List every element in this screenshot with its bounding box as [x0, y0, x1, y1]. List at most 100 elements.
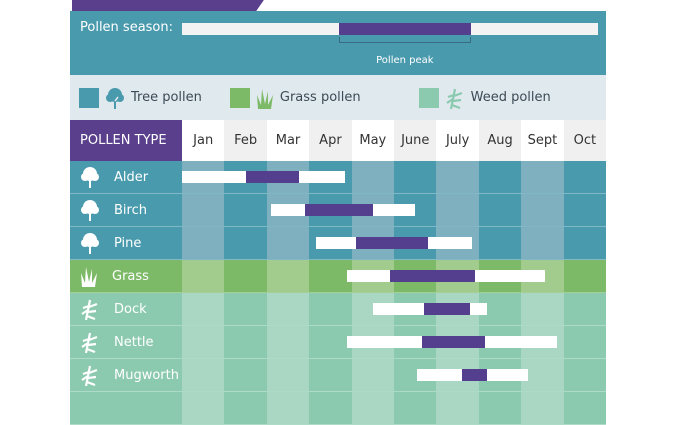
month-cell: [182, 326, 225, 358]
month-cell: [351, 161, 395, 193]
month-cell: [351, 392, 395, 424]
month-cell: [266, 227, 310, 259]
month-cell: [309, 392, 352, 424]
pollen-row: [70, 392, 607, 425]
month-cell: [309, 359, 352, 391]
pollen-type-label: Alder: [70, 161, 182, 193]
month-cell: [224, 293, 267, 325]
month-cell: [521, 359, 564, 391]
month-cell: [266, 260, 310, 292]
weed-icon: [81, 332, 98, 353]
month-header: Jan: [182, 120, 225, 161]
pollen-name: Dock: [114, 301, 147, 317]
month-cell: [563, 293, 607, 325]
tree-swatch: [79, 87, 99, 108]
pollen-name: Mugworth: [114, 367, 179, 383]
peak-bar: [389, 270, 475, 282]
pollen-row: Pine: [70, 227, 607, 260]
month-header: Aug: [478, 120, 522, 161]
season-peak-bar: [339, 23, 471, 35]
month-cell: [563, 359, 607, 391]
table-header: POLLEN TYPE Jan Feb Mar Apr May June July Aug Se…: [70, 120, 607, 161]
peak-bracket: [339, 37, 471, 43]
pollen-type-label: Nettle: [70, 326, 182, 358]
month-cell: [182, 260, 225, 292]
month-cell: [182, 359, 225, 391]
tree-icon: [81, 200, 99, 221]
pollen-name: Pine: [114, 235, 142, 251]
season-bar: [182, 171, 346, 183]
pollen-row: Birch: [70, 194, 607, 227]
month-cell: [563, 260, 607, 292]
month-cell: [182, 194, 225, 226]
season-bar: [417, 369, 528, 381]
weed-icon: [81, 299, 98, 320]
month-cell: [182, 293, 225, 325]
pollen-name: Nettle: [114, 334, 154, 350]
legend-label: Weed pollen: [470, 90, 551, 105]
legend: Tree pollen Grass pollen Weed pollen: [70, 75, 606, 120]
pollen-season-key: Pollen season: Pollen peak: [70, 11, 606, 75]
legend-tree: Tree pollen: [79, 87, 202, 109]
peak-bar: [421, 336, 486, 348]
month-cell: [436, 161, 479, 193]
pollen-row: Nettle: [70, 326, 607, 359]
month-cell: [266, 392, 310, 424]
pollen-type-label: Pine: [70, 227, 182, 259]
month-cell: [521, 194, 564, 226]
title-tab: [72, 0, 268, 11]
month-cell: [182, 227, 225, 259]
month-cell: [309, 293, 352, 325]
month-cell: [563, 194, 607, 226]
pollen-type-label: Grass: [70, 260, 182, 292]
season-bar: [347, 336, 558, 348]
month-cell: [563, 227, 607, 259]
month-header: June: [394, 120, 437, 161]
month-cell: [436, 194, 479, 226]
weed-swatch: [418, 87, 439, 108]
tree-icon: [81, 233, 99, 254]
month-cell: [182, 392, 225, 424]
tree-icon: [81, 167, 99, 188]
tree-icon: [106, 87, 124, 109]
grass-swatch: [229, 87, 250, 108]
grass-icon: [256, 88, 273, 109]
month-cell: [224, 392, 267, 424]
month-cell: [521, 161, 564, 193]
season-bar: [372, 303, 488, 315]
legend-grass: Grass pollen: [229, 87, 361, 109]
month-cell: [351, 359, 395, 391]
month-cell: [224, 326, 267, 358]
season-bar: [271, 204, 416, 216]
month-cell: [309, 260, 352, 292]
pollen-type-label: Birch: [70, 194, 182, 226]
month-header: Sept: [521, 120, 564, 161]
legend-weed: Weed pollen: [418, 87, 551, 109]
month-cell: [266, 326, 310, 358]
month-cell: [478, 227, 522, 259]
pollen-type-label: Dock: [70, 293, 182, 325]
month-header: Apr: [309, 120, 352, 161]
month-cell: [266, 359, 310, 391]
pollen-type-label: [70, 392, 182, 424]
month-cell: [478, 194, 522, 226]
month-cell: [394, 392, 437, 424]
month-header: Feb: [224, 120, 267, 161]
peak-bar: [423, 303, 471, 315]
weed-icon: [446, 88, 463, 109]
weed-icon: [81, 365, 98, 386]
pollen-type-label: Mugworth: [70, 359, 182, 391]
pollen-row: Mugworth: [70, 359, 607, 392]
pollen-row: Grass: [70, 260, 607, 293]
grass-icon: [81, 267, 97, 287]
month-cell: [563, 326, 607, 358]
peak-bar: [245, 171, 299, 183]
season-label: Pollen season:: [80, 20, 174, 35]
month-cell: [394, 161, 437, 193]
month-cell: [436, 392, 479, 424]
legend-label: Tree pollen: [131, 90, 202, 105]
month-header: May: [351, 120, 395, 161]
season-bar: [182, 23, 598, 35]
month-cell: [478, 392, 522, 424]
legend-label: Grass pollen: [279, 90, 361, 105]
